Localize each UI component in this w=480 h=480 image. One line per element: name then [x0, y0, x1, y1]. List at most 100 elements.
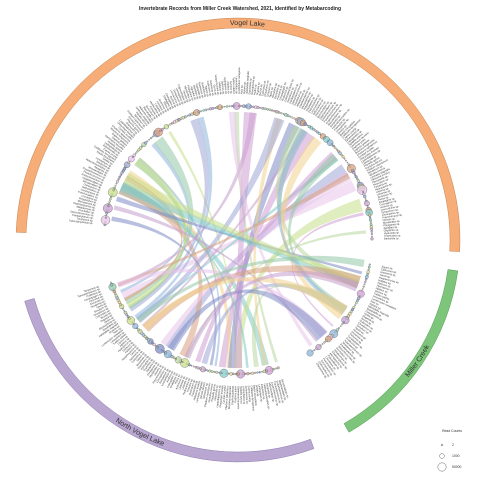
- taxon-bubble: [199, 367, 202, 370]
- taxon-label: Polypedilum sp.: [79, 196, 98, 205]
- taxon-bubble: [218, 371, 221, 374]
- taxon-label: Hexatoma sp.: [90, 299, 106, 309]
- taxon-bubble: [306, 124, 309, 127]
- taxon-label: Dicranota sp.: [89, 296, 105, 306]
- legend-title: Read Counts: [442, 429, 462, 433]
- taxon-bubble: [148, 138, 150, 141]
- taxon-label: Tanytarsus sp.: [285, 86, 295, 103]
- taxon-label: Sympetrum sp.: [381, 207, 399, 214]
- taxon-bubble: [323, 341, 326, 344]
- taxon-label: Smittia sp.: [337, 123, 348, 135]
- taxon-label: Hydracarina sp.: [181, 377, 191, 396]
- taxon-label: Coenagrion sp.: [379, 199, 397, 207]
- chord-link: [277, 128, 347, 313]
- taxon-bubble: [229, 372, 233, 376]
- legend-circle-medium: [439, 453, 445, 459]
- taxon-bubble: [137, 328, 140, 332]
- taxon-bubble: [263, 107, 267, 111]
- taxon-label: Hexatoma sp.: [270, 82, 278, 99]
- taxon-bubble: [363, 283, 366, 286]
- taxon-bubble: [306, 349, 314, 357]
- taxon-bubble: [138, 146, 143, 150]
- taxon-label: Micropsectra sp.: [77, 199, 97, 207]
- taxon-bubble: [220, 371, 223, 375]
- taxon-label: Agabus sp.: [118, 336, 131, 348]
- taxon-bubble: [343, 157, 346, 160]
- taxon-bubble: [252, 105, 255, 108]
- taxon-label: Gammarus lacustris: [237, 386, 241, 410]
- taxon-label: Piona sp.: [378, 195, 390, 202]
- taxon-label: Limnophyes sp.: [257, 384, 264, 403]
- taxon-bubbles: [100, 102, 374, 379]
- taxon-bubble: [356, 177, 359, 181]
- taxon-label: Tipula sp.: [268, 86, 274, 98]
- taxon-label: Oxyethira sp.: [192, 84, 200, 100]
- taxon-label: Agabus sp.: [375, 286, 389, 294]
- taxon-bubble: [114, 184, 117, 187]
- taxon-label: Leptophlebia sp.: [242, 386, 247, 405]
- chord-link: [228, 111, 313, 347]
- taxon-label: Ceratopogon sp.: [84, 291, 104, 302]
- taxon-label: Paratanytarsus sp.: [72, 213, 94, 220]
- chord-link: [113, 205, 318, 342]
- taxon-bubble: [133, 323, 135, 326]
- taxon-bubble: [341, 155, 345, 159]
- taxon-bubble: [146, 140, 149, 143]
- taxon-label: Tanytarsus sp.: [76, 216, 93, 222]
- taxon-bubble: [249, 105, 253, 108]
- taxon-label: Agraylea sp.: [383, 225, 398, 230]
- taxon-label: Fossaria sp.: [186, 378, 194, 393]
- taxon-label: Dugesia sp.: [100, 313, 114, 324]
- taxon-label: Sergentia sp.: [265, 383, 272, 399]
- taxon-bubble: [132, 153, 136, 157]
- taxon-bubble: [293, 117, 296, 120]
- taxon-bubble: [159, 129, 162, 132]
- chord-link: [167, 289, 328, 352]
- taxon-bubble: [353, 173, 357, 176]
- taxon-label: Hydroporus sp.: [376, 283, 394, 292]
- taxon-bubble: [275, 110, 279, 114]
- taxon-bubble: [200, 110, 203, 113]
- taxon-bubble: [151, 135, 154, 138]
- taxon-bubble: [368, 213, 372, 217]
- taxon-bubble: [364, 198, 367, 200]
- taxon-bubble: [340, 153, 343, 157]
- taxon-bubble: [357, 184, 368, 195]
- taxon-label: Coenagrion sp.: [164, 92, 175, 110]
- legend-circle-small: [440, 443, 444, 447]
- taxon-label: Gerris sp.: [379, 273, 391, 280]
- taxon-label: Lebertia sp.: [180, 376, 189, 390]
- taxon-label: Bezzia sp.: [258, 83, 264, 96]
- taxon-label: Lebertia sp.: [154, 102, 165, 116]
- taxon-bubble: [107, 202, 111, 205]
- taxon-label: Bezzia sp.: [360, 316, 372, 326]
- chord-link: [234, 111, 257, 369]
- taxon-label: Sigara sp.: [135, 351, 146, 363]
- taxon-bubble: [202, 109, 205, 112]
- legend-label-medium: 1000: [452, 454, 460, 458]
- taxon-bubble: [315, 347, 318, 350]
- taxon-bubble: [240, 105, 243, 108]
- taxon-label: Gyrinus sp.: [229, 81, 234, 95]
- taxon-bubble: [276, 366, 280, 370]
- taxon-bubble: [354, 304, 356, 306]
- taxon-label: Gyrinus sp.: [116, 334, 129, 346]
- taxon-label: Hydra sp.: [252, 83, 257, 95]
- taxon-label: Hydroporus sp.: [223, 77, 228, 95]
- taxon-bubble: [116, 179, 119, 183]
- taxon-label: Dugesia sp.: [362, 314, 376, 325]
- taxon-label: Ephemerella sp.: [244, 386, 249, 405]
- taxon-label: Callibaetis ferrugineus: [250, 385, 256, 412]
- taxon-label: Hydra sp.: [363, 311, 375, 320]
- taxon-bubble: [356, 289, 365, 298]
- taxon-label: Tipula sp.: [95, 301, 107, 310]
- taxon-label: Physella gyrina: [210, 383, 217, 402]
- taxon-label: Valvata sincera: [368, 166, 386, 178]
- taxon-label: Callicorixa sp.: [381, 267, 398, 274]
- taxon-bubble: [366, 270, 370, 274]
- taxon-bubble: [103, 203, 113, 214]
- taxon-bubble: [303, 122, 307, 126]
- taxon-label: Sphaerium sp.: [367, 164, 384, 175]
- taxon-label: Ostracoda sp.: [213, 384, 219, 401]
